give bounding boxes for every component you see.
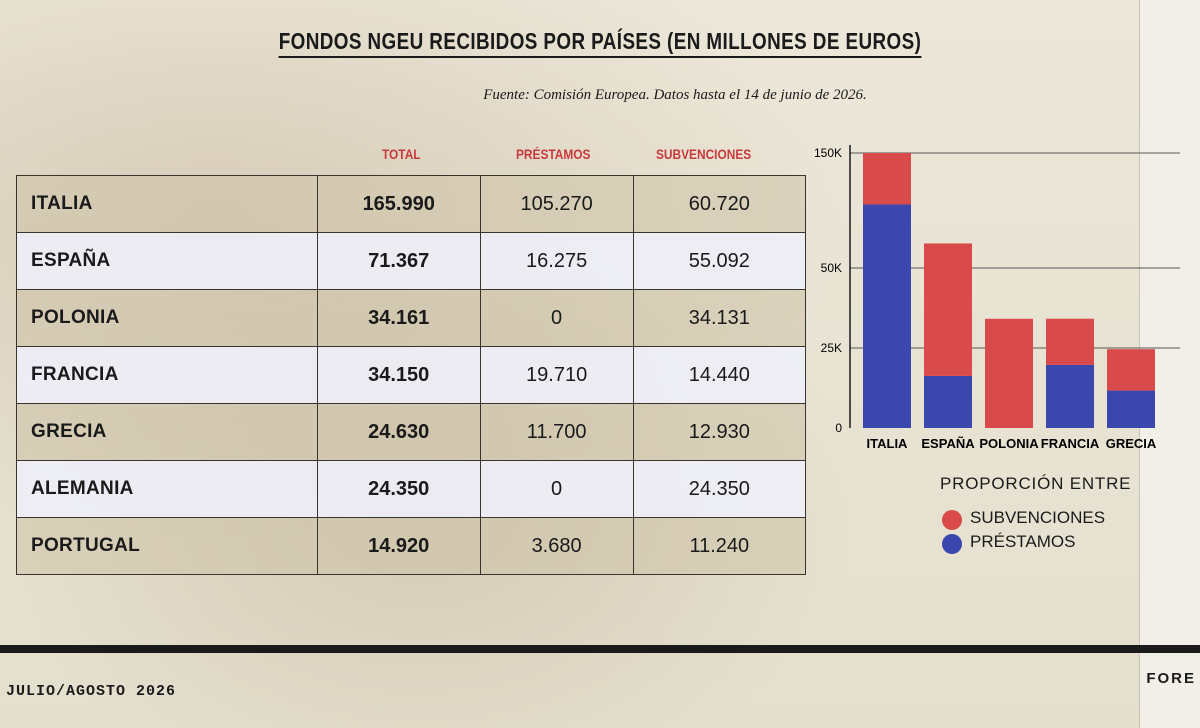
table-row: POLONIA 34.161 0 34.131 (16, 289, 807, 347)
total-cell: 71.367 (316, 232, 481, 290)
grants-cell: 34.131 (632, 289, 807, 347)
table-row: ESPAÑA 71.367 16.275 55.092 (16, 232, 807, 290)
country-cell: ALEMANIA (16, 460, 318, 518)
source-note: Fuente: Comisión Europea. Datos hasta el… (483, 87, 867, 103)
total-cell: 14.920 (316, 517, 481, 575)
y-tick-label: 25K (821, 341, 842, 355)
legend-label-loans: PRÉSTAMOS (970, 532, 1076, 551)
loans-cell: 105.270 (479, 175, 634, 233)
stacked-bar-chart: 150K 50K 25K 0 ITALIA ESPAÑA POLONIA FRANCIA GRE… (814, 145, 1180, 451)
funds-table: ITALIA 165.990 105.270 60.720 ESPAÑA 71.367 16… (16, 175, 807, 575)
table-row: FRANCIA 34.150 19.710 14.440 (16, 346, 807, 404)
issue-date: JULIO/AGOSTO 2026 (6, 683, 177, 700)
bar-segment (863, 204, 911, 428)
header-total: TOTAL (382, 146, 421, 162)
grants-cell: 11.240 (632, 517, 807, 575)
grants-cell: 55.092 (632, 232, 807, 290)
bar-segment (1107, 390, 1155, 428)
x-tick-label: ESPAÑA (921, 436, 975, 451)
table-row: PORTUGAL 14.920 3.680 11.240 (16, 517, 807, 575)
bar-segment (863, 153, 911, 205)
loans-cell: 0 (479, 289, 634, 347)
country-cell: ESPAÑA (16, 232, 318, 290)
country-cell: GRECIA (16, 403, 318, 461)
x-tick-label: ITALIA (867, 436, 909, 451)
x-tick-label: GRECIA (1106, 436, 1157, 451)
chart-title: FONDOS NGEU RECIBIDOS POR PAÍSES (EN MIL… (108, 28, 1092, 58)
bar-segment (1107, 349, 1155, 391)
country-cell: POLONIA (16, 289, 318, 347)
grants-cell: 24.350 (632, 460, 807, 518)
table-row: ITALIA 165.990 105.270 60.720 (16, 175, 807, 233)
magazine-name: FORE (1146, 670, 1196, 687)
table-row: GRECIA 24.630 11.700 12.930 (16, 403, 807, 461)
grants-swatch-icon (942, 510, 962, 530)
grants-cell: 12.930 (632, 403, 807, 461)
legend-title: PROPORCIÓN ENTRE (940, 474, 1132, 493)
loans-cell: 16.275 (479, 232, 634, 290)
bar-segment (1046, 364, 1094, 428)
legend-item-grants: SUBVENCIONES (942, 508, 1106, 530)
footer-divider (0, 645, 1200, 653)
total-cell: 24.630 (316, 403, 481, 461)
header-loans: PRÉSTAMOS (516, 146, 591, 162)
country-cell: FRANCIA (16, 346, 318, 404)
x-tick-label: FRANCIA (1041, 436, 1100, 451)
total-cell: 24.350 (316, 460, 481, 518)
total-cell: 34.161 (316, 289, 481, 347)
grants-cell: 14.440 (632, 346, 807, 404)
header-grants: SUBVENCIONES (656, 146, 752, 162)
legend-item-loans: PRÉSTAMOS (942, 532, 1076, 554)
y-tick-label: 0 (835, 421, 842, 435)
loans-cell: 0 (479, 460, 634, 518)
total-cell: 165.990 (316, 175, 481, 233)
x-tick-label: POLONIA (979, 436, 1039, 451)
bar-segment (1046, 318, 1094, 365)
table-row: ALEMANIA 24.350 0 24.350 (16, 460, 807, 518)
total-cell: 34.150 (316, 346, 481, 404)
bar-segment (924, 375, 972, 428)
grants-cell: 60.720 (632, 175, 807, 233)
loans-cell: 11.700 (479, 403, 634, 461)
bar-segment (924, 243, 972, 376)
loans-swatch-icon (942, 534, 962, 554)
bar-segment (985, 318, 1033, 428)
y-tick-label: 50K (821, 261, 842, 275)
loans-cell: 3.680 (479, 517, 634, 575)
legend-label-grants: SUBVENCIONES (970, 508, 1106, 527)
chart-legend: PROPORCIÓN ENTRE SUBVENCIONES PRÉSTAMOS (940, 474, 1132, 554)
country-cell: PORTUGAL (16, 517, 318, 575)
loans-cell: 19.710 (479, 346, 634, 404)
y-tick-label: 150K (814, 146, 842, 160)
country-cell: ITALIA (16, 175, 318, 233)
